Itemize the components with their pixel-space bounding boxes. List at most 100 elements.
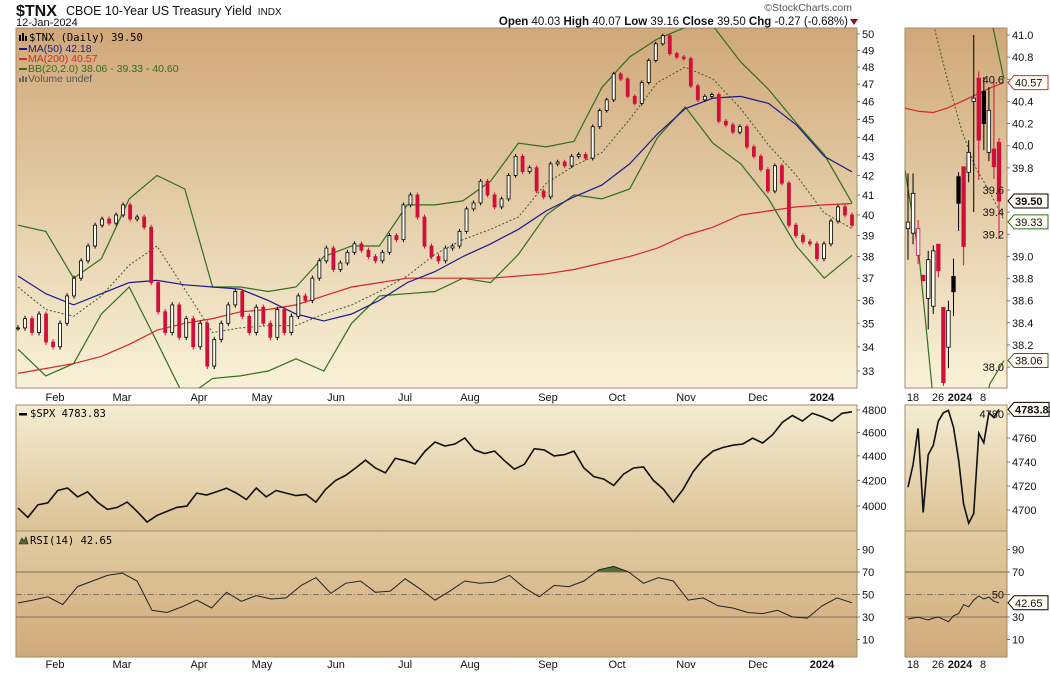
- spx-legend: $SPX 4783.83: [19, 408, 106, 420]
- candle: [801, 233, 805, 245]
- low-value: 39.16: [650, 16, 679, 28]
- candle-body: [345, 251, 350, 264]
- candle-body: [709, 94, 714, 97]
- spx-line-swatch: [19, 413, 27, 416]
- candle-body: [976, 77, 981, 141]
- candle-body: [387, 235, 392, 253]
- candle: [956, 172, 961, 231]
- candle: [618, 71, 623, 82]
- candle-body: [801, 235, 805, 243]
- chart-date: 12-Jan-2024: [16, 17, 78, 29]
- price-axis-label: 47: [862, 79, 874, 91]
- month-label: Aug: [460, 659, 480, 671]
- candle-body: [758, 155, 763, 171]
- candle: [240, 288, 245, 320]
- candle: [100, 216, 105, 228]
- candle: [401, 202, 406, 243]
- candle: [408, 192, 413, 208]
- inset-price-axis-label: 39.2: [983, 229, 1004, 241]
- candle: [822, 241, 826, 262]
- candle: [380, 249, 385, 264]
- candle: [646, 58, 651, 85]
- price-axis-label: 34: [862, 342, 874, 354]
- inset-rsi-axis-label: 90: [1012, 545, 1024, 557]
- bb-lower-line: [17, 105, 853, 388]
- month-label: Nov: [676, 392, 696, 404]
- candle-body: [716, 94, 721, 122]
- candle-body: [485, 180, 490, 196]
- candle-body: [583, 154, 588, 159]
- candle: [429, 243, 434, 260]
- candle-body: [457, 230, 462, 247]
- candle: [310, 275, 315, 304]
- candle-body: [107, 218, 112, 224]
- candle-body: [737, 126, 742, 133]
- candle: [128, 202, 133, 222]
- rsi-axis-label: 30: [862, 612, 874, 624]
- candle: [16, 325, 20, 331]
- candle: [198, 320, 203, 350]
- price-axis-label: 37: [862, 273, 874, 285]
- candle-body: [205, 322, 210, 367]
- inset-date-label: 18: [907, 659, 919, 671]
- candle: [555, 159, 560, 167]
- inset-price-axis-label: 39.4: [983, 207, 1004, 219]
- spx-axis-label: 4400: [862, 451, 886, 463]
- candle: [324, 245, 329, 264]
- month-label: Jun: [327, 659, 345, 671]
- bb-middle-value-tag-box: [1007, 214, 1049, 230]
- candle-body: [751, 146, 756, 157]
- inset-rsi-axis-label: 50: [992, 590, 1004, 602]
- legend-price: $TNX (Daily) 39.50: [29, 32, 143, 44]
- candle-body: [79, 260, 83, 279]
- candle-body: [415, 194, 420, 218]
- candle: [163, 309, 168, 336]
- candle-body: [681, 56, 686, 60]
- spx-plot: [17, 411, 853, 524]
- ma50-line: [17, 95, 853, 322]
- close-value-tag-box: [1007, 193, 1049, 209]
- candle-body: [331, 247, 336, 270]
- axes: 50 49 48 47 46 45 44 43 42 41 40 39 38 37 36 35 34 33 4800…: [46, 29, 1050, 671]
- inset-price-axis-label: 39.8: [1012, 163, 1033, 175]
- spx-value-tag-text: 4783.83: [1015, 404, 1050, 416]
- candle: [936, 243, 941, 278]
- month-label: Dec: [748, 659, 768, 671]
- candle-body: [527, 167, 532, 172]
- inset-rsi-axis-label: 30: [1012, 612, 1024, 624]
- candle: [639, 80, 644, 106]
- candle: [843, 204, 847, 218]
- ma200-swatch: [19, 58, 27, 60]
- candle-body: [240, 291, 245, 317]
- candle-body: [394, 235, 399, 241]
- candle-body: [422, 216, 427, 247]
- candle-body: [212, 339, 217, 367]
- candle-body: [261, 306, 266, 324]
- candle: [471, 200, 476, 212]
- candle: [815, 241, 819, 262]
- candle-body: [247, 315, 252, 333]
- candle-body: [931, 250, 936, 307]
- month-label: Mar: [113, 659, 132, 671]
- candle: [590, 124, 595, 161]
- candle: [850, 212, 854, 228]
- inset-date-label: 26: [932, 659, 944, 671]
- candle: [534, 165, 539, 194]
- chg-label: Chg: [749, 16, 771, 28]
- price-axis-label: 49: [862, 45, 874, 57]
- candle: [422, 214, 427, 249]
- candle-body: [765, 169, 770, 192]
- candle-body: [478, 180, 483, 204]
- rsi-value-tag-box: [1007, 595, 1049, 611]
- candle: [976, 71, 981, 181]
- candle-body: [604, 99, 609, 111]
- high-value: 40.07: [592, 16, 621, 28]
- candle: [205, 320, 210, 370]
- candle-body: [744, 126, 749, 148]
- month-label: May: [252, 659, 273, 671]
- candle-body: [787, 182, 791, 226]
- candle: [527, 165, 532, 174]
- price-axis-label: 50: [862, 29, 874, 41]
- candle: [829, 218, 833, 247]
- candle-body: [961, 166, 966, 247]
